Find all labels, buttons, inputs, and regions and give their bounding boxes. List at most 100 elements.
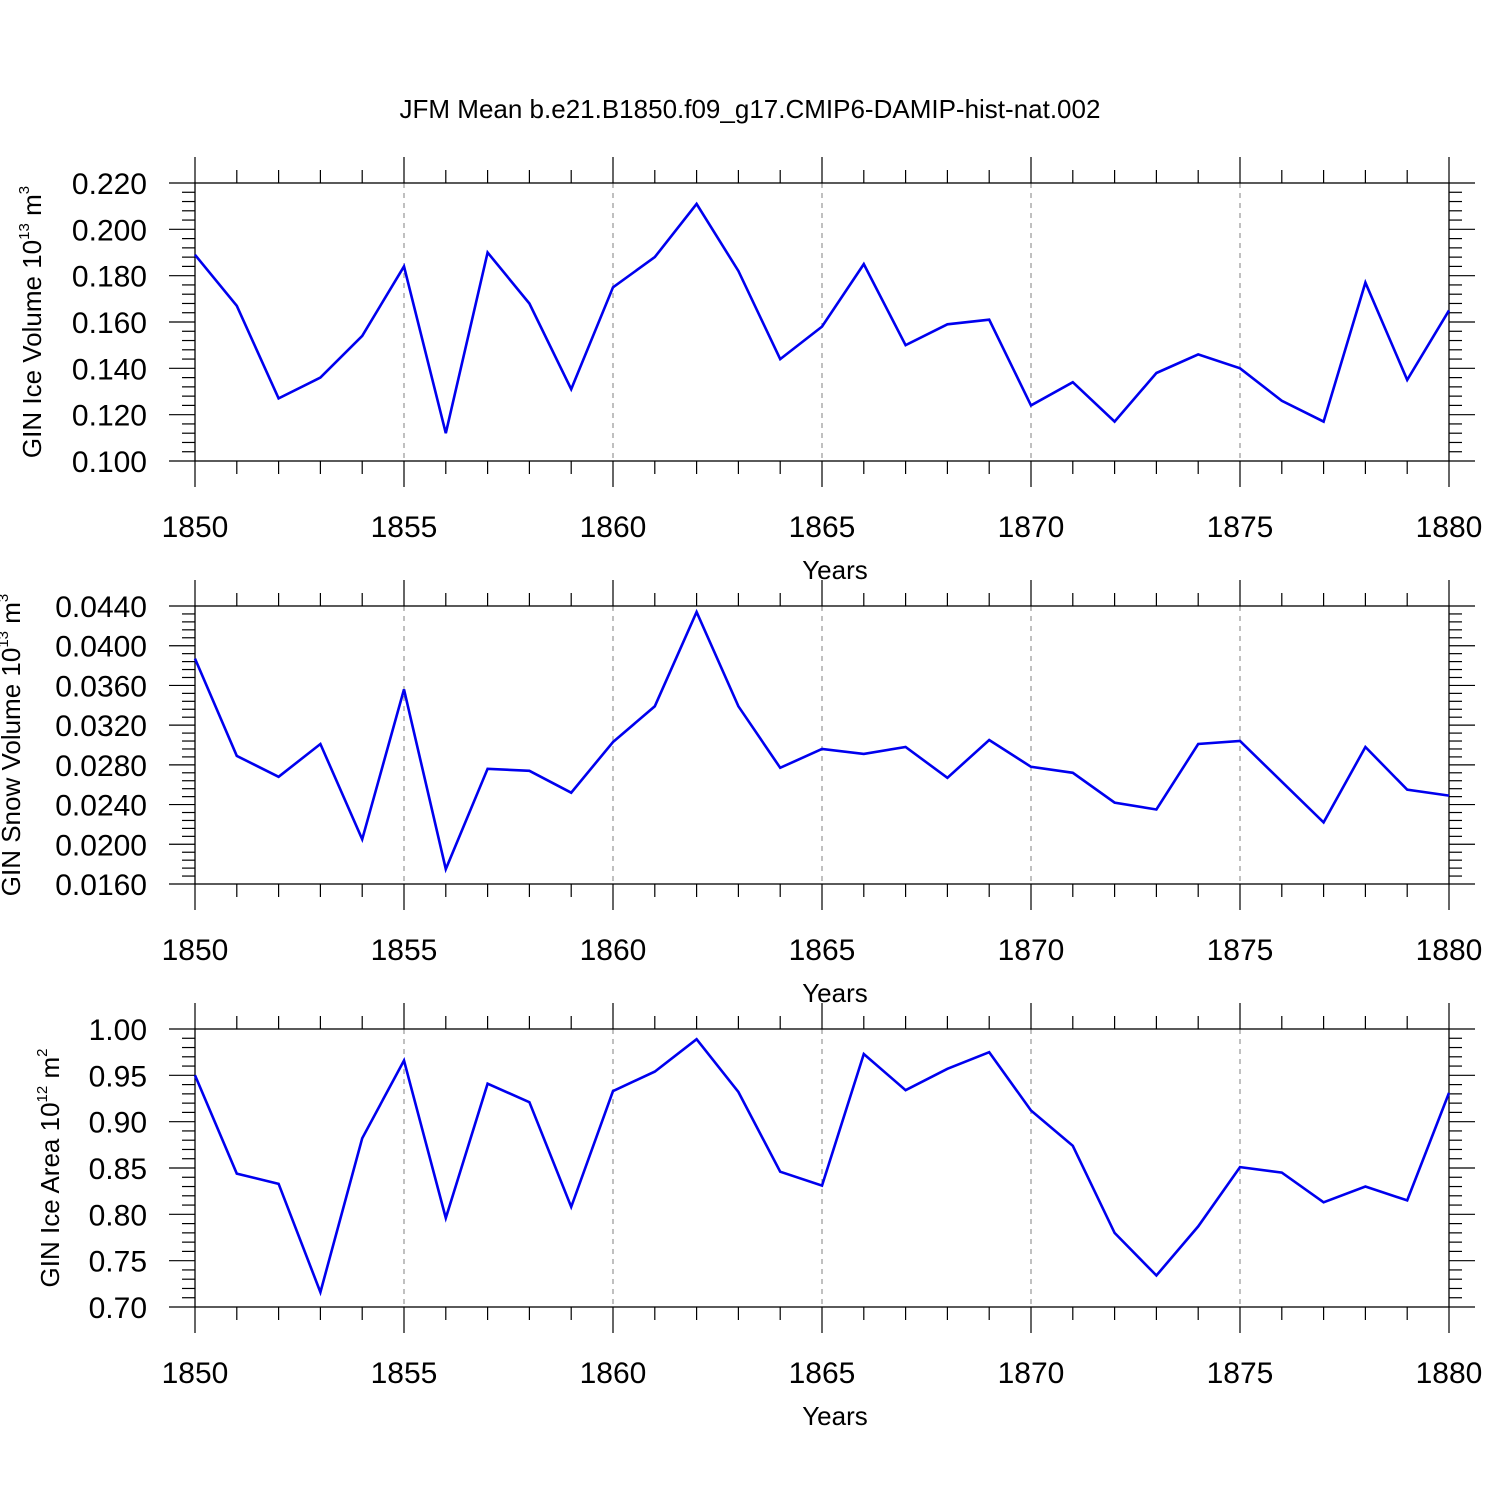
y-tick-label: 0.0280: [55, 750, 147, 783]
x-tick-label: 1875: [1207, 1357, 1274, 1390]
data-point: [738, 1092, 739, 1093]
x-tick-label: 1850: [162, 1357, 229, 1390]
y-tick-label: 0.220: [72, 168, 147, 201]
data-point: [278, 398, 279, 399]
data-series-line: [193, 1037, 1451, 1297]
data-point: [947, 777, 948, 778]
data-point: [1281, 400, 1282, 401]
data-point: [1072, 772, 1073, 773]
data-point: [1198, 1226, 1199, 1227]
data-point: [1365, 1186, 1366, 1187]
y-tick-label: 0.100: [72, 446, 147, 479]
data-point: [1365, 282, 1366, 283]
x-tick-label: 1875: [1207, 511, 1274, 544]
data-point: [1156, 809, 1157, 810]
data-point: [445, 1218, 446, 1219]
data-point: [1281, 1172, 1282, 1173]
data-point: [989, 740, 990, 741]
x-tick-label: 1865: [789, 934, 856, 967]
data-point: [236, 1173, 237, 1174]
data-series-line: [193, 608, 1450, 874]
y-tick-label: 1.00: [89, 1014, 147, 1047]
x-tick-label: 1855: [371, 511, 438, 544]
data-point: [571, 389, 572, 390]
data-point: [362, 839, 363, 840]
panel-3: 1850 1855 1860 1865 1870 1875 1880 0.70 0.75 0.80…: [34, 1003, 1482, 1431]
data-point: [863, 753, 864, 754]
x-axis-label: Years: [802, 1401, 868, 1431]
data-point: [1114, 1232, 1115, 1233]
data-point: [1323, 822, 1324, 823]
data-point: [1156, 372, 1157, 373]
data-point: [445, 433, 446, 434]
data-point: [404, 266, 405, 267]
y-axis-label-base: GIN Ice Area 10: [35, 1102, 65, 1287]
data-point: [278, 1183, 279, 1184]
y-tick-label: 0.0400: [55, 631, 147, 664]
data-point: [1031, 1110, 1032, 1111]
data-point: [989, 1052, 990, 1053]
data-point: [195, 254, 196, 255]
data-point: [738, 271, 739, 272]
chart-title: JFM Mean b.e21.B1850.f09_g17.CMIP6-DAMIP…: [400, 94, 1101, 124]
data-point: [320, 377, 321, 378]
x-tick-label: 1860: [580, 934, 647, 967]
y-axis-label: GIN Snow Volume 1013 m3: [0, 594, 26, 897]
data-point: [1114, 421, 1115, 422]
data-point: [195, 1075, 196, 1076]
y-axis-label-unit: m: [0, 602, 26, 631]
x-tick-label: 1865: [789, 511, 856, 544]
data-point: [320, 1292, 321, 1293]
data-point: [654, 257, 655, 258]
data-point: [1240, 741, 1241, 742]
data-point: [947, 1068, 948, 1069]
data-series-line: [193, 201, 1451, 434]
data-point: [362, 1138, 363, 1139]
y-tick-label: 0.200: [72, 214, 147, 247]
x-tick-label: 1850: [162, 934, 229, 967]
panels-container: 1850 1855 1860 1865 1870 1875 1880 0.100 0.120 0.…: [0, 157, 1482, 1431]
data-point: [1031, 405, 1032, 406]
data-point: [529, 303, 530, 304]
x-tick-label: 1860: [580, 1357, 647, 1390]
data-point: [529, 1102, 530, 1103]
data-point: [1449, 1092, 1450, 1093]
x-tick-label: 1880: [1416, 511, 1483, 544]
y-tick-label: 0.70: [89, 1292, 147, 1325]
data-point: [1156, 1275, 1157, 1276]
data-point: [613, 1091, 614, 1092]
data-point: [195, 658, 196, 659]
data-point: [278, 776, 279, 777]
data-point: [822, 748, 823, 749]
data-point: [905, 345, 906, 346]
data-point: [822, 1185, 823, 1186]
data-point: [780, 1171, 781, 1172]
x-tick-label: 1880: [1416, 1357, 1483, 1390]
data-point: [1449, 310, 1450, 311]
y-axis-label-exponent: 13: [16, 223, 33, 240]
data-point: [236, 755, 237, 756]
y-axis-label: GIN Ice Volume 1013 m3: [16, 186, 47, 458]
y-tick-label: 0.85: [89, 1153, 147, 1186]
x-tick-label: 1850: [162, 511, 229, 544]
panel-1: 1850 1855 1860 1865 1870 1875 1880 0.100 0.120 0.…: [16, 157, 1482, 585]
x-tick-label: 1870: [998, 511, 1065, 544]
y-tick-label: 0.180: [72, 261, 147, 294]
y-axis-label-unit-exponent: 2: [34, 1049, 51, 1057]
data-point: [236, 305, 237, 306]
data-point: [1323, 1202, 1324, 1203]
x-tick-label: 1865: [789, 1357, 856, 1390]
data-point: [780, 767, 781, 768]
data-point: [780, 359, 781, 360]
y-axis-label-base: GIN Snow Volume 10: [0, 648, 26, 897]
y-axis-label-exponent: 13: [0, 631, 12, 648]
data-point: [362, 335, 363, 336]
data-point: [654, 706, 655, 707]
data-point: [696, 611, 697, 612]
data-point: [905, 1090, 906, 1091]
y-axis-label-exponent: 12: [34, 1086, 51, 1103]
y-axis-label-unit-exponent: 3: [16, 186, 33, 194]
y-axis-label-unit-exponent: 3: [0, 594, 12, 602]
data-point: [863, 1054, 864, 1055]
